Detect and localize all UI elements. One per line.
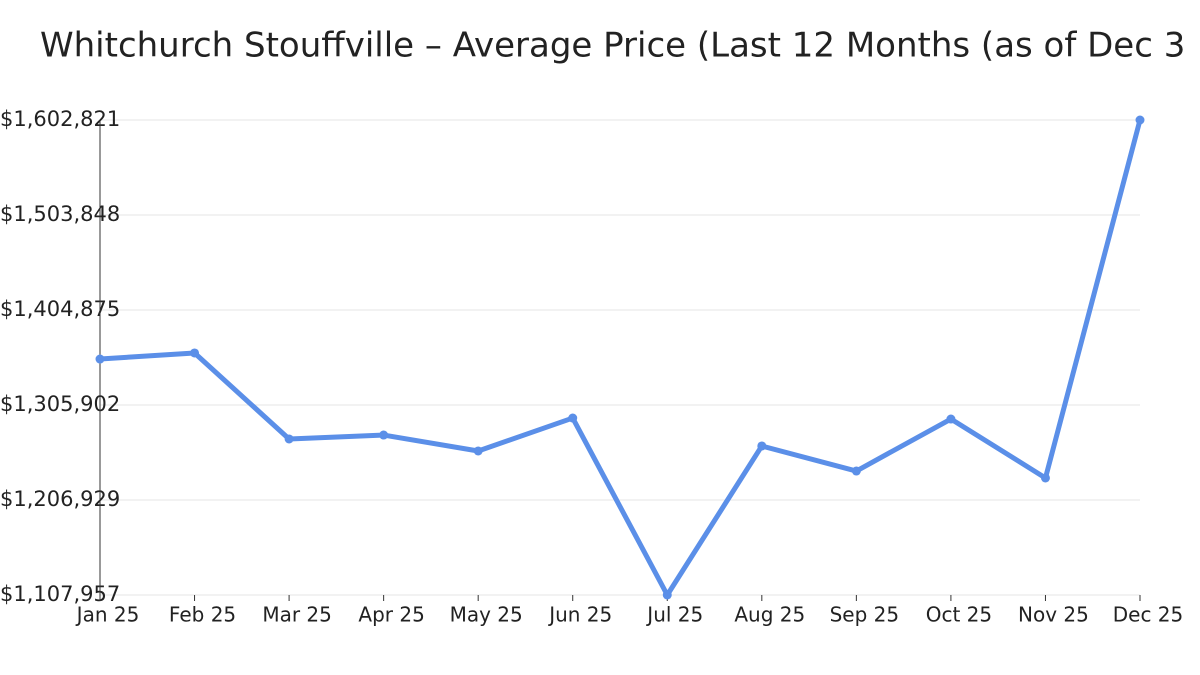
y-tick-label: $1,503,848 (0, 202, 120, 226)
point (1040, 473, 1050, 483)
point (284, 434, 294, 444)
line (99, 119, 1143, 598)
y-tick-label: $1,404,875 (0, 297, 120, 321)
x-tick-label: Nov 25 (1018, 603, 1089, 627)
x-tick-label: Mar 25 (262, 603, 332, 627)
point (1135, 115, 1145, 125)
y-tick-label: $1,305,902 (0, 392, 120, 416)
point (95, 354, 105, 364)
x-tick-label: Jan 25 (75, 603, 140, 627)
point (568, 413, 578, 423)
x-tick-label: Oct 25 (926, 603, 992, 627)
point (379, 430, 389, 440)
point (473, 446, 483, 456)
x-tick-label: Jul 25 (645, 603, 703, 627)
x-tick-label: Apr 25 (358, 603, 424, 627)
chart-title: Whitchurch Stouffville – Average Price (… (40, 26, 1185, 66)
x-tick-label: Sep 25 (830, 603, 900, 627)
x-tick-label: Feb 25 (169, 603, 236, 627)
x-tick-label: Aug 25 (734, 603, 805, 627)
point (662, 590, 672, 600)
point (190, 348, 200, 358)
x-tick-label: Jun 25 (547, 603, 612, 627)
x-tick-label: May 25 (450, 603, 523, 627)
x-tick-label: Dec 25 (1113, 603, 1184, 627)
point (851, 466, 861, 476)
point (757, 441, 767, 451)
y-tick-label: $1,602,821 (0, 107, 120, 131)
y-tick-label: $1,206,929 (0, 487, 120, 511)
point (946, 414, 956, 424)
